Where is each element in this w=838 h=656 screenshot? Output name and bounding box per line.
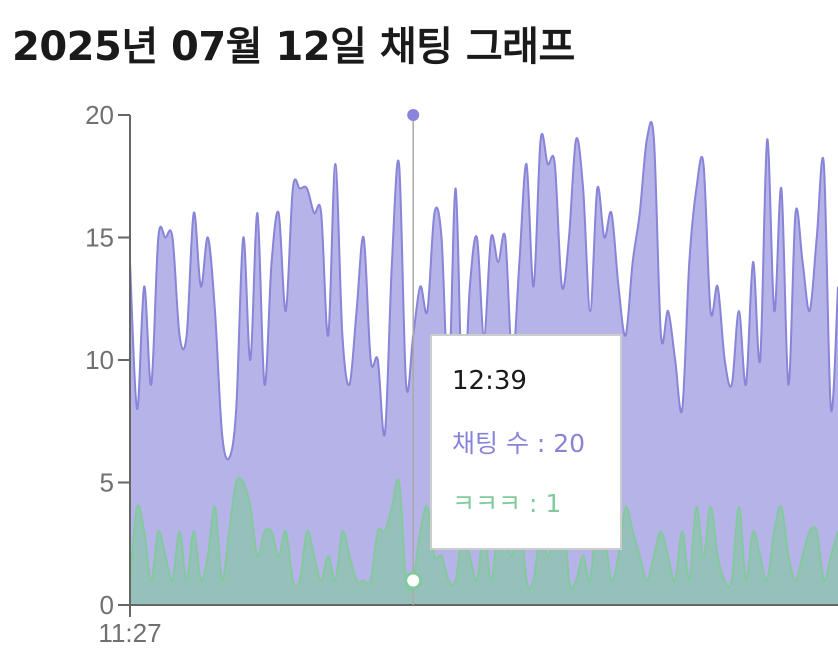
y-tick-label: 10: [85, 345, 114, 375]
tooltip-time: 12:39: [452, 366, 527, 396]
tooltip-kkk-count: ㅋㅋㅋ : 1: [452, 489, 562, 518]
y-tick-label: 5: [100, 468, 114, 498]
series-line-0: [129, 121, 838, 461]
page-title: 2025년 07월 12일 채팅 그래프: [12, 24, 575, 70]
tooltip-chat-count: 채팅 수 : 20: [452, 429, 586, 458]
x-ticks: 11:27: [98, 605, 162, 648]
y-tick-label: 20: [85, 100, 114, 130]
active-dot-chat: [407, 109, 420, 121]
x-tick-label: 11:27: [98, 618, 161, 648]
y-ticks: 0 5 10 15 20: [85, 100, 130, 620]
hover-cursor: [404, 109, 423, 605]
y-tick-label: 0: [100, 590, 114, 620]
axes: 0 5 10 15 20 11:27: [85, 100, 838, 648]
y-tick-label: 15: [85, 223, 114, 253]
active-dot-kkk: [404, 571, 423, 590]
chart-tooltip: 12:39 채팅 수 : 20 ㅋㅋㅋ : 1: [430, 334, 622, 550]
